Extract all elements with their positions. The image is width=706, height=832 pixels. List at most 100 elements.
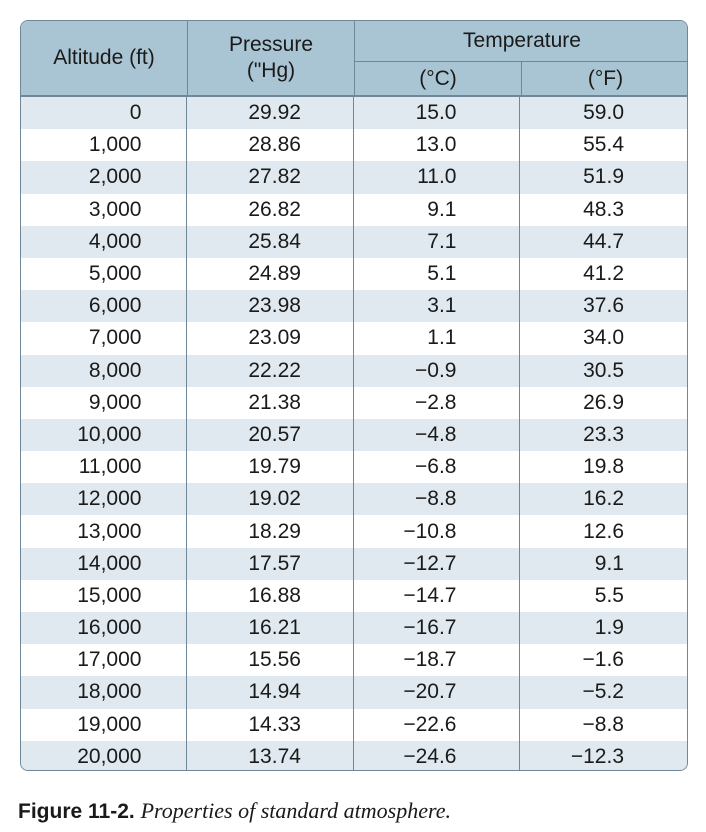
fahrenheit-cell: 1.9 [594,616,624,640]
celsius-cell: −24.6 [354,740,521,770]
pressure-cell: 25.84 [187,225,354,258]
pressure-header-unit: ("Hg) [246,59,296,82]
pressure-cell: 14.94 [187,676,354,709]
pressure-cell: 19.79 [187,451,354,484]
caption-label: Figure 11-2. [18,800,135,823]
pressure-cell: 23.09 [187,322,354,355]
table-body: 0 29.92 15.0 59.0 1,000 28.86 13.0 55.4 2,000 27.… [21,97,687,770]
altitude-cell: 8,000 [21,354,188,387]
celsius-cell: 11.0 [354,161,521,194]
celsius-cell: −14.7 [354,579,521,612]
altitude-cell: 0 [21,97,188,130]
celsius-cell: −0.9 [354,354,521,387]
fahrenheit-cell: 19.8 [583,455,624,479]
fahrenheit-cell: 55.4 [583,133,624,157]
celsius-cell: 15.0 [354,97,521,130]
table-row: 7,000 23.09 1.1 34.0 [21,322,687,355]
altitude-cell: 16,000 [21,612,188,645]
pressure-header-label: Pressure [228,33,314,56]
table-row: 19,000 14.33 −22.6 −8.8 [21,708,687,741]
pressure-cell: 21.38 [187,386,354,419]
atmosphere-table: Altitude (ft) Pressure ("Hg) Temperature… [20,20,688,771]
altitude-cell: 9,000 [21,386,188,419]
table-row: 2,000 27.82 11.0 51.9 [21,161,687,194]
fahrenheit-cell: 51.9 [583,165,624,189]
pressure-cell: 20.57 [187,418,354,452]
fahrenheit-cell: −12.3 [570,744,624,768]
celsius-cell: −20.7 [354,676,521,709]
fahrenheit-header: (°F) [587,66,624,90]
celsius-header: (°C) [355,62,522,95]
celsius-cell: 3.1 [354,290,521,323]
fahrenheit-cell: 16.2 [583,487,624,511]
fahrenheit-cell: 23.3 [583,422,624,446]
pressure-cell: 19.02 [187,483,354,516]
celsius-cell: 7.1 [354,225,521,258]
table-row: 15,000 16.88 −14.7 5.5 [21,579,687,612]
pressure-cell: 16.88 [187,579,354,612]
fahrenheit-cell: 9.1 [594,551,624,575]
altitude-header: Altitude (ft) [21,21,188,95]
fahrenheit-cell: 12.6 [583,519,624,543]
fahrenheit-cell: 34.0 [583,326,624,350]
table-row: 11,000 19.79 −6.8 19.8 [21,451,687,484]
altitude-cell: 1,000 [21,129,188,162]
celsius-cell: 13.0 [354,129,521,162]
celsius-cell: −10.8 [354,515,521,548]
table-row: 20,000 13.74 −24.6 −12.3 [21,740,687,770]
fahrenheit-cell: −5.2 [582,680,624,704]
celsius-cell: −6.8 [354,451,521,484]
celsius-cell: −4.8 [354,418,521,452]
pressure-cell: 18.29 [187,515,354,548]
celsius-cell: 9.1 [354,193,521,226]
pressure-cell: 28.86 [187,129,354,162]
table-row: 4,000 25.84 7.1 44.7 [21,225,687,258]
altitude-cell: 14,000 [21,547,188,580]
pressure-cell: 24.89 [187,257,354,291]
table-row: 18,000 14.94 −20.7 −5.2 [21,676,687,709]
altitude-cell: 19,000 [21,708,188,741]
fahrenheit-cell: 44.7 [583,229,624,253]
temperature-header: Temperature [355,21,687,62]
fahrenheit-cell: 41.2 [583,262,624,286]
pressure-cell: 17.57 [187,547,354,580]
celsius-cell: −22.6 [354,708,521,741]
altitude-cell: 3,000 [21,193,188,226]
pressure-header: Pressure ("Hg) [188,21,355,95]
celsius-cell: −2.8 [354,386,521,419]
table-row: 0 29.92 15.0 59.0 [21,97,687,130]
table-row: 5,000 24.89 5.1 41.2 [21,257,687,291]
altitude-cell: 13,000 [21,515,188,548]
table-row: 10,000 20.57 −4.8 23.3 [21,418,687,452]
fahrenheit-cell: 5.5 [594,583,624,607]
altitude-cell: 15,000 [21,579,188,612]
pressure-cell: 22.22 [187,354,354,387]
table-header: Altitude (ft) Pressure ("Hg) Temperature… [21,21,687,97]
fahrenheit-cell: −1.6 [582,648,624,672]
fahrenheit-cell: 37.6 [583,294,624,318]
table-row: 14,000 17.57 −12.7 9.1 [21,547,687,580]
fahrenheit-cell: 59.0 [583,101,624,125]
altitude-cell: 4,000 [21,225,188,258]
altitude-cell: 10,000 [21,418,188,452]
table-row: 1,000 28.86 13.0 55.4 [21,129,687,162]
altitude-cell: 7,000 [21,322,188,355]
altitude-cell: 5,000 [21,257,188,291]
pressure-cell: 13.74 [187,740,354,770]
pressure-cell: 14.33 [187,708,354,741]
altitude-cell: 6,000 [21,290,188,323]
celsius-cell: 5.1 [354,257,521,291]
celsius-cell: −12.7 [354,547,521,580]
table-row: 12,000 19.02 −8.8 16.2 [21,483,687,516]
pressure-cell: 23.98 [187,290,354,323]
table-row: 17,000 15.56 −18.7 −1.6 [21,644,687,677]
table-row: 3,000 26.82 9.1 48.3 [21,193,687,226]
pressure-cell: 27.82 [187,161,354,194]
celsius-cell: −8.8 [354,483,521,516]
celsius-cell: −18.7 [354,644,521,677]
table-row: 16,000 16.21 −16.7 1.9 [21,612,687,645]
caption-text: Properties of standard atmosphere. [140,798,451,823]
altitude-cell: 2,000 [21,161,188,194]
altitude-cell: 11,000 [21,451,188,484]
fahrenheit-cell: −8.8 [582,712,624,736]
